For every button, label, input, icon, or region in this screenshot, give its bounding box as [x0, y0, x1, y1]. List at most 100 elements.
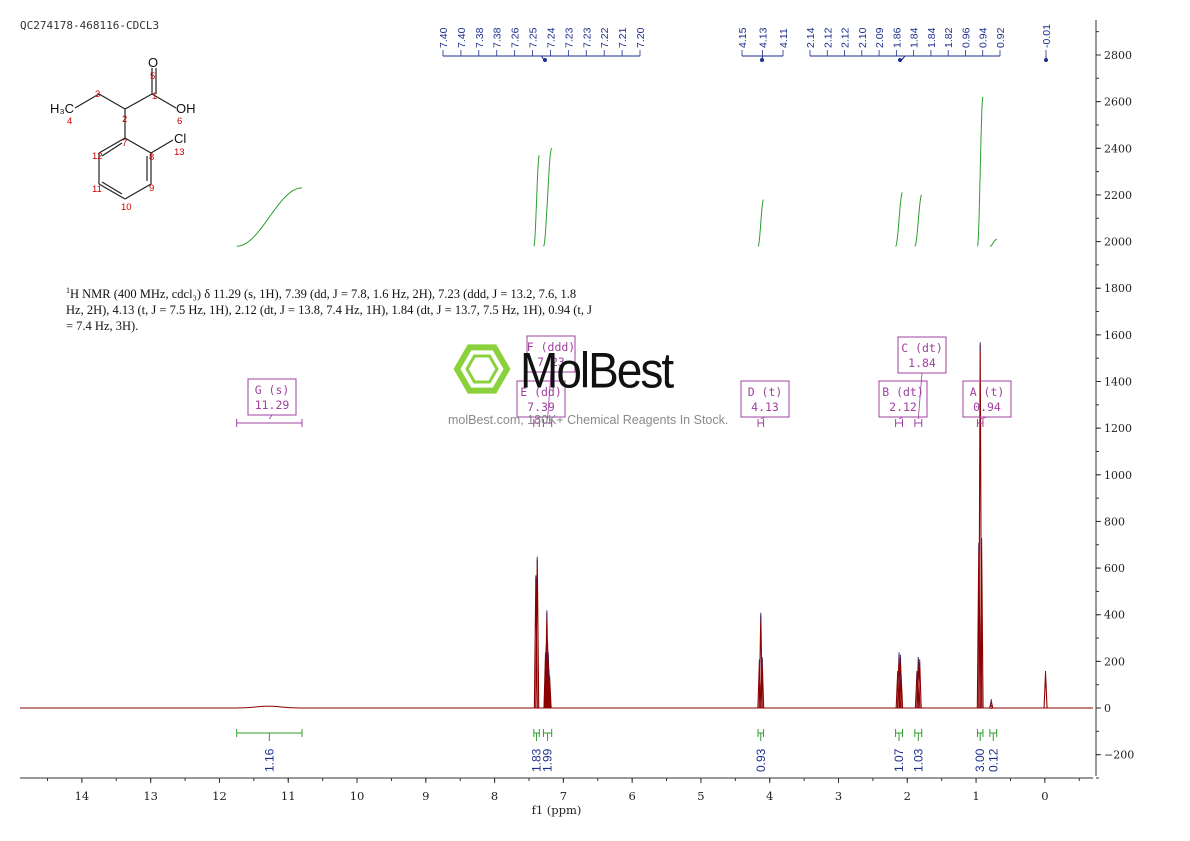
x-tick-label: 1	[972, 789, 979, 803]
multiplet-e: E (dd)7.39	[516, 380, 566, 427]
multiplet-d: D (t)4.13	[740, 380, 790, 427]
integral-value: 1.03	[911, 748, 925, 772]
integral-region: 1.03	[911, 729, 925, 772]
y-tick-label: 2400	[1104, 142, 1132, 155]
x-tick-label: 9	[422, 789, 429, 803]
nmr-description: 1H NMR (400 MHz, cdcl₃) δ 11.29 (s, 1H),…	[66, 283, 626, 334]
y-tick-label: 2800	[1104, 49, 1132, 62]
y-tick-label: 600	[1104, 562, 1125, 575]
atom-o: O	[148, 55, 158, 70]
integral-value: 1.07	[892, 748, 906, 772]
peak-shift-label: 7.23	[581, 27, 593, 48]
peak-shift-label: 1.82	[943, 27, 955, 48]
atom-number: 12	[92, 151, 103, 162]
spectrum-baseline	[20, 705, 1093, 709]
peak-shift-label: 7.21	[617, 27, 629, 48]
multiplet-title: D (t)	[748, 385, 783, 399]
integral-curve	[895, 192, 903, 247]
integral-value: 1.16	[262, 748, 276, 772]
atom-number: 11	[92, 184, 102, 195]
multiplet-connector	[980, 416, 988, 420]
y-tick-label: 200	[1104, 655, 1125, 668]
y-tick-label: 2600	[1104, 96, 1132, 109]
y-tick-label: 800	[1104, 515, 1125, 528]
peak-shift-label: 2.09	[874, 27, 886, 48]
peak-shift-label: 7.38	[492, 27, 504, 48]
peak-shift-label: 7.40	[438, 27, 450, 48]
integral-region: 1.99	[541, 729, 555, 772]
peak-shift-label: 7.20	[635, 27, 647, 48]
spectrum-peak	[989, 700, 994, 709]
atom-number: 10	[121, 202, 132, 213]
spectrum-peak	[979, 540, 984, 709]
x-tick-label: 7	[560, 789, 567, 803]
multiplet-shift: 4.13	[751, 400, 779, 414]
peak-shift-label: 2.10	[857, 27, 869, 48]
peak-shift-label: 7.40	[456, 27, 468, 48]
integral-region: 3.00	[973, 729, 987, 772]
spectrum-peak	[917, 661, 922, 709]
atom-number: 9	[149, 183, 154, 194]
integral-curve	[236, 187, 303, 247]
atom-cl: Cl	[174, 131, 186, 146]
x-tick-label: 8	[491, 789, 498, 803]
peak-labels-layer: 7.40 7.40 7.38 7.38 7.26 7.25 7.24 7.23 7.23 7.22…	[438, 24, 1053, 63]
spectrum-layer	[20, 342, 1093, 710]
atom-number: 7	[122, 138, 127, 149]
atom-number: 8	[149, 152, 154, 163]
atom-number: 3	[95, 89, 100, 100]
x-tick-label: 10	[350, 789, 365, 803]
y-tick-label: 1800	[1104, 282, 1132, 295]
multiplet-shift: 2.12	[889, 400, 917, 414]
x-tick-label: 0	[1041, 789, 1048, 803]
x-tick-label: 2	[904, 789, 911, 803]
integral-region: 1.07	[892, 729, 906, 772]
spectrum-peak	[546, 670, 551, 709]
integral-region: 0.12	[986, 729, 1000, 772]
integral-curves-layer	[236, 96, 997, 247]
multiplet-g: G (s)11.29	[236, 378, 303, 427]
peak-shift-label: 0.96	[960, 27, 972, 48]
y-tick-label: 1200	[1104, 422, 1132, 435]
integral-region: 1.83	[530, 729, 544, 772]
sample-id: QC274178-468116-CDCL3	[20, 19, 160, 32]
multiplet-title: A (t)	[970, 385, 1005, 399]
integral-value: 3.00	[973, 748, 987, 772]
integral-curve	[533, 154, 540, 247]
peak-shift-label: 2.12	[822, 27, 834, 48]
multiplet-title: E (dd)	[520, 385, 562, 399]
atom-number: 6	[177, 116, 182, 127]
integral-region: 0.93	[754, 729, 768, 772]
chemical-structure: O OH Cl H₃C 1 2 3 4 5 6 7 8 9 10 11 12 1…	[50, 55, 196, 213]
multiplet-shift: 7.23	[537, 355, 565, 369]
y-tick-label: 400	[1104, 609, 1125, 622]
nmr-description-line-2: Hz, 2H), 4.13 (t, J = 7.5 Hz, 1H), 2.12 …	[66, 303, 592, 318]
peak-shift-label: 1.86	[891, 27, 903, 48]
y-tick-label: 2000	[1104, 236, 1132, 249]
peak-shift-label: 4.13	[758, 27, 770, 48]
integral-value: 1.99	[541, 748, 555, 772]
multiplet-connector	[898, 416, 904, 420]
multiplet-title: C (dt)	[901, 341, 943, 355]
integral-curve	[757, 199, 764, 247]
y-tick-label: 0	[1104, 702, 1111, 715]
integral-value: 1.83	[530, 748, 544, 772]
peak-shift-label: 7.26	[510, 27, 522, 48]
y-tick-label: 1600	[1104, 329, 1132, 342]
peak-shift-label: 4.11	[778, 28, 790, 48]
y-tick-label: 1400	[1104, 376, 1132, 389]
peak-shift-label: 1.84	[926, 27, 938, 48]
integral-curve	[977, 96, 984, 247]
spectrum-peak	[757, 661, 762, 709]
multiplet-b: B (dt)2.12	[878, 380, 928, 427]
peak-shift-label: 7.23	[563, 27, 575, 48]
x-tick-label: 13	[143, 789, 158, 803]
peak-shift-label: -0.01	[1041, 24, 1053, 48]
axes-layer: 14 13 12 11 10 9 8 7 6 5 4 3 2 1 0f1 (ppm)280026002400…	[20, 20, 1134, 817]
x-tick-label: 6	[628, 789, 635, 803]
atom-number: 1	[152, 91, 157, 102]
multiplet-title: B (dt)	[882, 385, 924, 399]
peak-label-anchor	[760, 58, 764, 62]
multiplet-f: F (ddd)7.23	[526, 335, 576, 427]
x-tick-label: 11	[281, 789, 296, 803]
